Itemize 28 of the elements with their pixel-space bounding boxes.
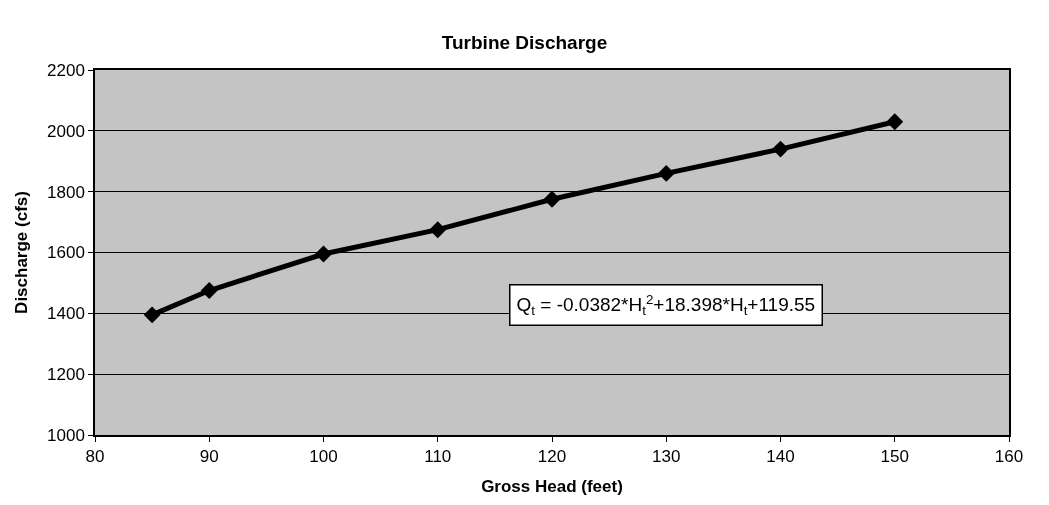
point (543, 190, 561, 208)
x-axis-title: Gross Head (feet) (481, 477, 623, 497)
x-tick-label: 110 (424, 447, 452, 467)
point (772, 140, 789, 158)
y-axis-title: Discharge (cfs) (12, 191, 32, 314)
x-tick-label: 100 (309, 447, 338, 467)
y-tick-label: 2000 (47, 121, 85, 141)
annotation: Q$_{t}$ = -0.0382*H$_{t}$$^{2}$+18.398*H$_{t}$+119.55 (516, 291, 816, 319)
x-tick-label: 80 (85, 447, 105, 467)
x-tick-label: 140 (766, 447, 795, 467)
point (143, 306, 161, 324)
point (657, 164, 675, 182)
y-tick-label: 1800 (47, 182, 85, 202)
y-tick-label: 1000 (47, 425, 85, 445)
x-tick-label: 130 (652, 447, 681, 467)
point (315, 245, 332, 263)
x-tick-label: 90 (199, 447, 219, 467)
point (200, 282, 218, 299)
y-tick-label: 1600 (47, 243, 85, 263)
y-tick-label: 2200 (47, 60, 85, 80)
y-tick-label: 1200 (47, 365, 85, 385)
chart-title: Turbine Discharge (441, 31, 608, 53)
x-tick-label: 160 (994, 447, 1024, 467)
point (886, 113, 904, 131)
y-tick-label: 1400 (47, 304, 85, 324)
x-tick-label: 120 (537, 447, 567, 467)
point (429, 221, 447, 239)
x-tick-label: 150 (880, 447, 909, 467)
